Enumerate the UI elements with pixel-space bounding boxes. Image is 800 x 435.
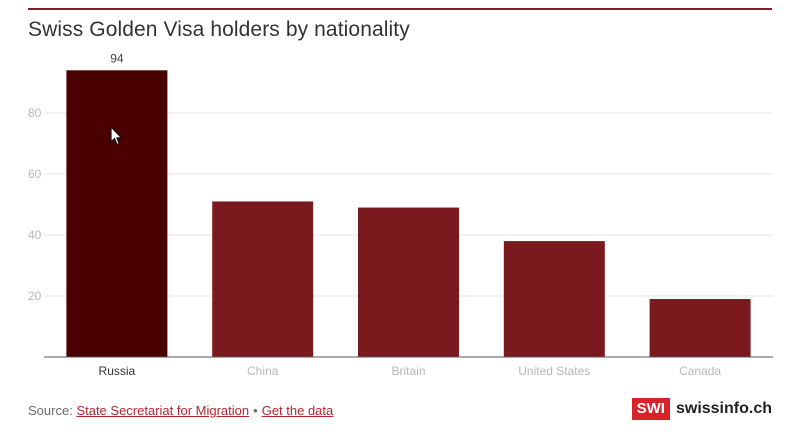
- x-tick-label: Britain: [391, 364, 425, 378]
- y-tick-label: 60: [28, 167, 42, 181]
- mouse-cursor-icon: [110, 126, 123, 146]
- footer: Source: State Secretariat for Migration •…: [28, 403, 333, 418]
- y-tick-label: 40: [28, 228, 42, 242]
- bar-china[interactable]: [212, 201, 314, 357]
- source-link[interactable]: State Secretariat for Migration: [76, 403, 250, 418]
- x-tick-label: China: [247, 364, 279, 378]
- data-label: 94: [110, 51, 124, 65]
- bar-canada[interactable]: [649, 299, 751, 357]
- bar-russia[interactable]: [66, 70, 168, 358]
- y-tick-label: 20: [28, 289, 42, 303]
- bar-chart: 20 40 60 80 Russia 94 China Britain United State…: [28, 51, 773, 378]
- bar-united-states[interactable]: [503, 241, 605, 357]
- chart-title: Swiss Golden Visa holders by nationality: [28, 18, 410, 41]
- x-tick-label: Canada: [679, 364, 721, 378]
- x-tick-label: Russia: [99, 364, 136, 378]
- bar-britain[interactable]: [358, 207, 459, 357]
- top-rule: [28, 8, 772, 10]
- footer-separator: •: [253, 403, 258, 418]
- source-prefix: Source:: [28, 403, 73, 418]
- brand-name: swissinfo.ch: [675, 400, 772, 417]
- y-tick-label: 80: [28, 106, 42, 120]
- swi-badge: SWI: [631, 398, 670, 420]
- get-the-data-link[interactable]: Get the data: [261, 403, 334, 418]
- brand-logo[interactable]: SWI swissinfo.ch: [631, 398, 772, 420]
- x-tick-label: United States: [518, 364, 590, 378]
